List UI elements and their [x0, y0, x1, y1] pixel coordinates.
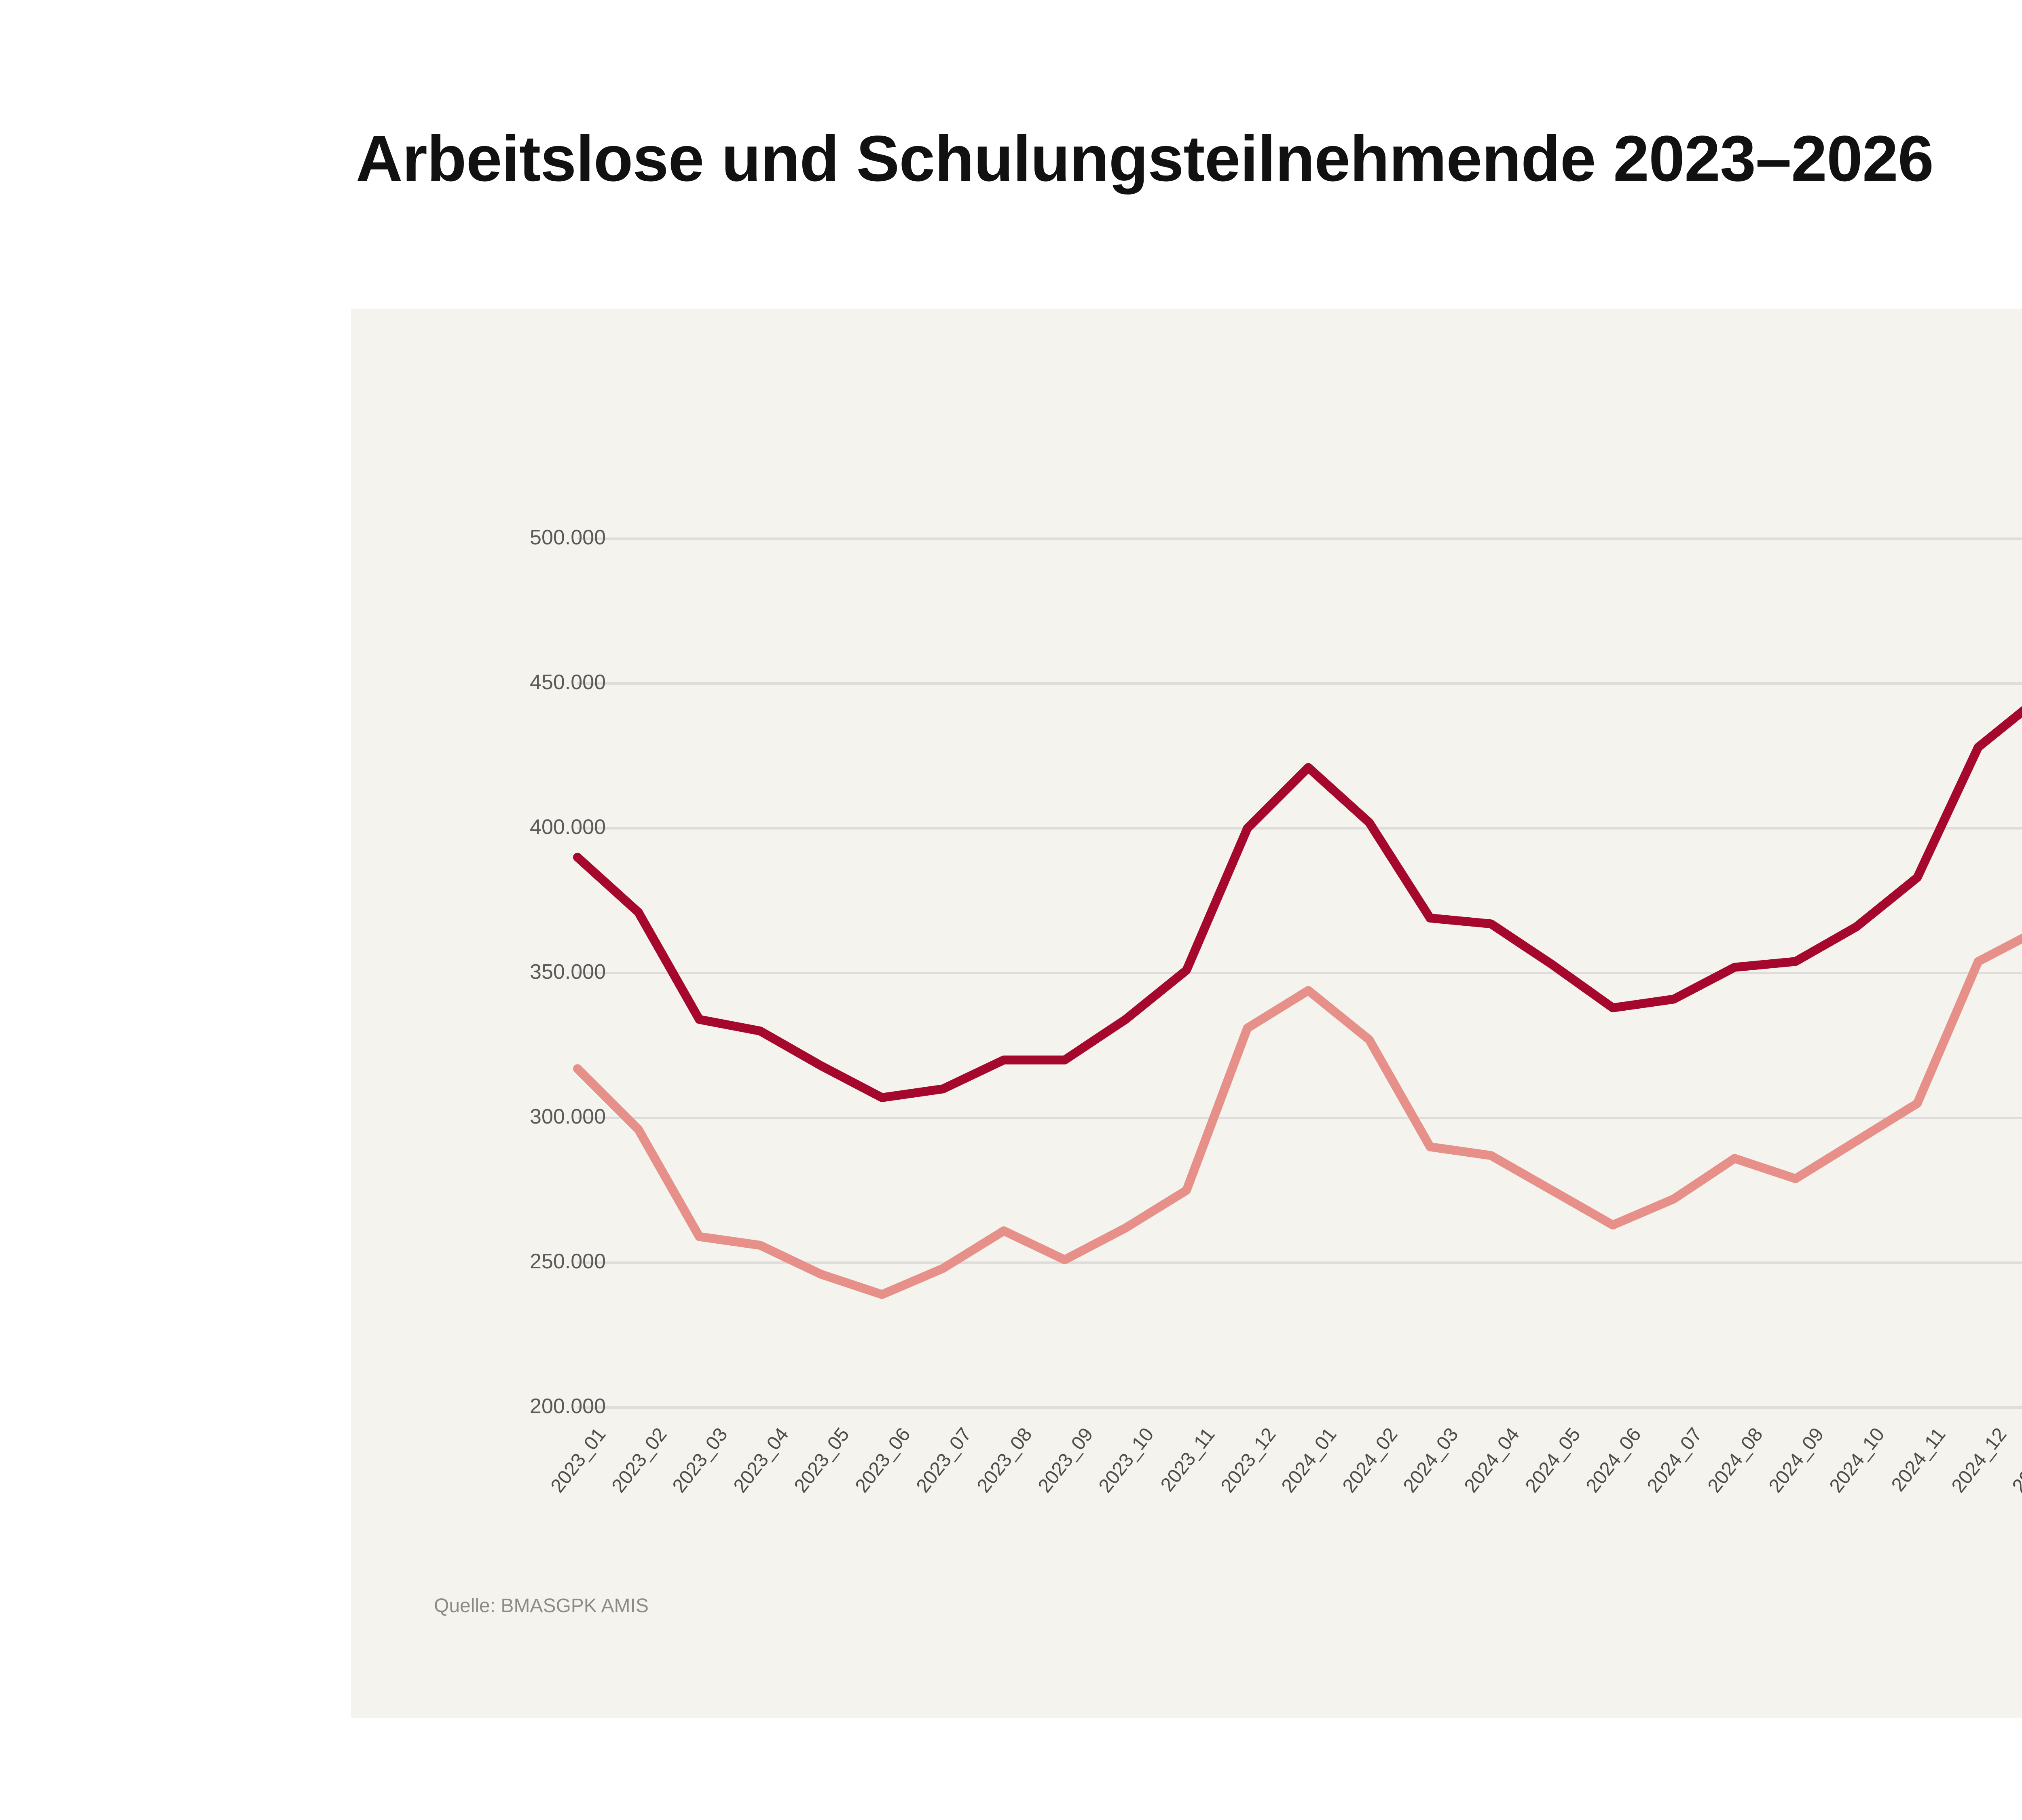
gridline: [577, 1406, 2022, 1409]
series-line-al-sc: [573, 706, 2022, 1102]
chart-panel: AL+SC AL 200.000250.000300.000350.000400…: [351, 309, 2022, 1718]
gridline: [577, 1261, 2022, 1264]
page-title: Arbeitslose und Schulungsteilnehmende 20…: [356, 122, 1934, 195]
y-axis-tick-label: 250.000: [530, 1250, 606, 1273]
y-axis-tick-label: 300.000: [530, 1105, 606, 1128]
gridline: [577, 972, 2022, 974]
gridline: [577, 682, 2022, 685]
y-axis-tick-label: 200.000: [530, 1395, 606, 1418]
source-note: Quelle: BMASGPK AMIS: [434, 1595, 649, 1617]
y-axis-tick-label: 400.000: [530, 815, 606, 839]
y-axis-tick-label: 500.000: [530, 526, 606, 549]
plot-lines: [573, 706, 2022, 1299]
gridline: [577, 538, 2022, 540]
y-axis-tick-label: 450.000: [530, 671, 606, 694]
y-axis-tick-label: 350.000: [530, 960, 606, 984]
gridline: [577, 827, 2022, 830]
gridline: [577, 1117, 2022, 1119]
series-line-al: [573, 933, 2022, 1299]
